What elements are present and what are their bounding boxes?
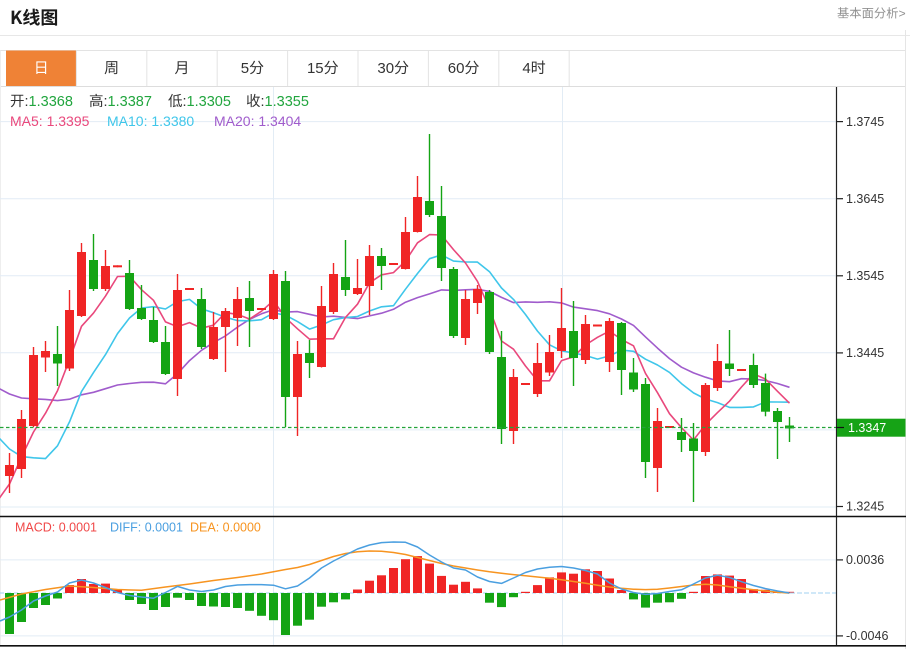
- svg-text:MA20: 1.3404: MA20: 1.3404: [214, 113, 301, 129]
- svg-text:DEA: 0.0000: DEA: 0.0000: [190, 521, 261, 535]
- svg-text:15: 15: [307, 60, 324, 77]
- svg-text:0.0036: 0.0036: [846, 553, 884, 567]
- svg-text:1.3445: 1.3445: [846, 346, 884, 360]
- svg-text:MA10: 1.3380: MA10: 1.3380: [107, 113, 194, 129]
- svg-text:30: 30: [377, 60, 394, 77]
- svg-text:MA5: 1.3395: MA5: 1.3395: [10, 113, 90, 129]
- svg-text:1.3545: 1.3545: [846, 269, 884, 283]
- svg-text:-0.0046: -0.0046: [846, 629, 888, 643]
- svg-text:>: >: [899, 7, 906, 21]
- svg-text::1.3355: :1.3355: [261, 94, 309, 110]
- svg-text:DIFF: 0.0001: DIFF: 0.0001: [110, 521, 183, 535]
- svg-text:60: 60: [448, 60, 465, 77]
- svg-text:1.3347: 1.3347: [848, 421, 886, 435]
- svg-text:MACD: 0.0001: MACD: 0.0001: [15, 521, 97, 535]
- svg-text:5: 5: [241, 60, 249, 77]
- svg-text:1.3245: 1.3245: [846, 500, 884, 514]
- svg-text:1.3745: 1.3745: [846, 115, 884, 129]
- svg-text::1.3387: :1.3387: [104, 94, 152, 110]
- svg-text::1.3368: :1.3368: [25, 94, 73, 110]
- svg-text::1.3305: :1.3305: [183, 94, 231, 110]
- svg-text:4: 4: [522, 60, 530, 77]
- svg-text:1.3645: 1.3645: [846, 192, 884, 206]
